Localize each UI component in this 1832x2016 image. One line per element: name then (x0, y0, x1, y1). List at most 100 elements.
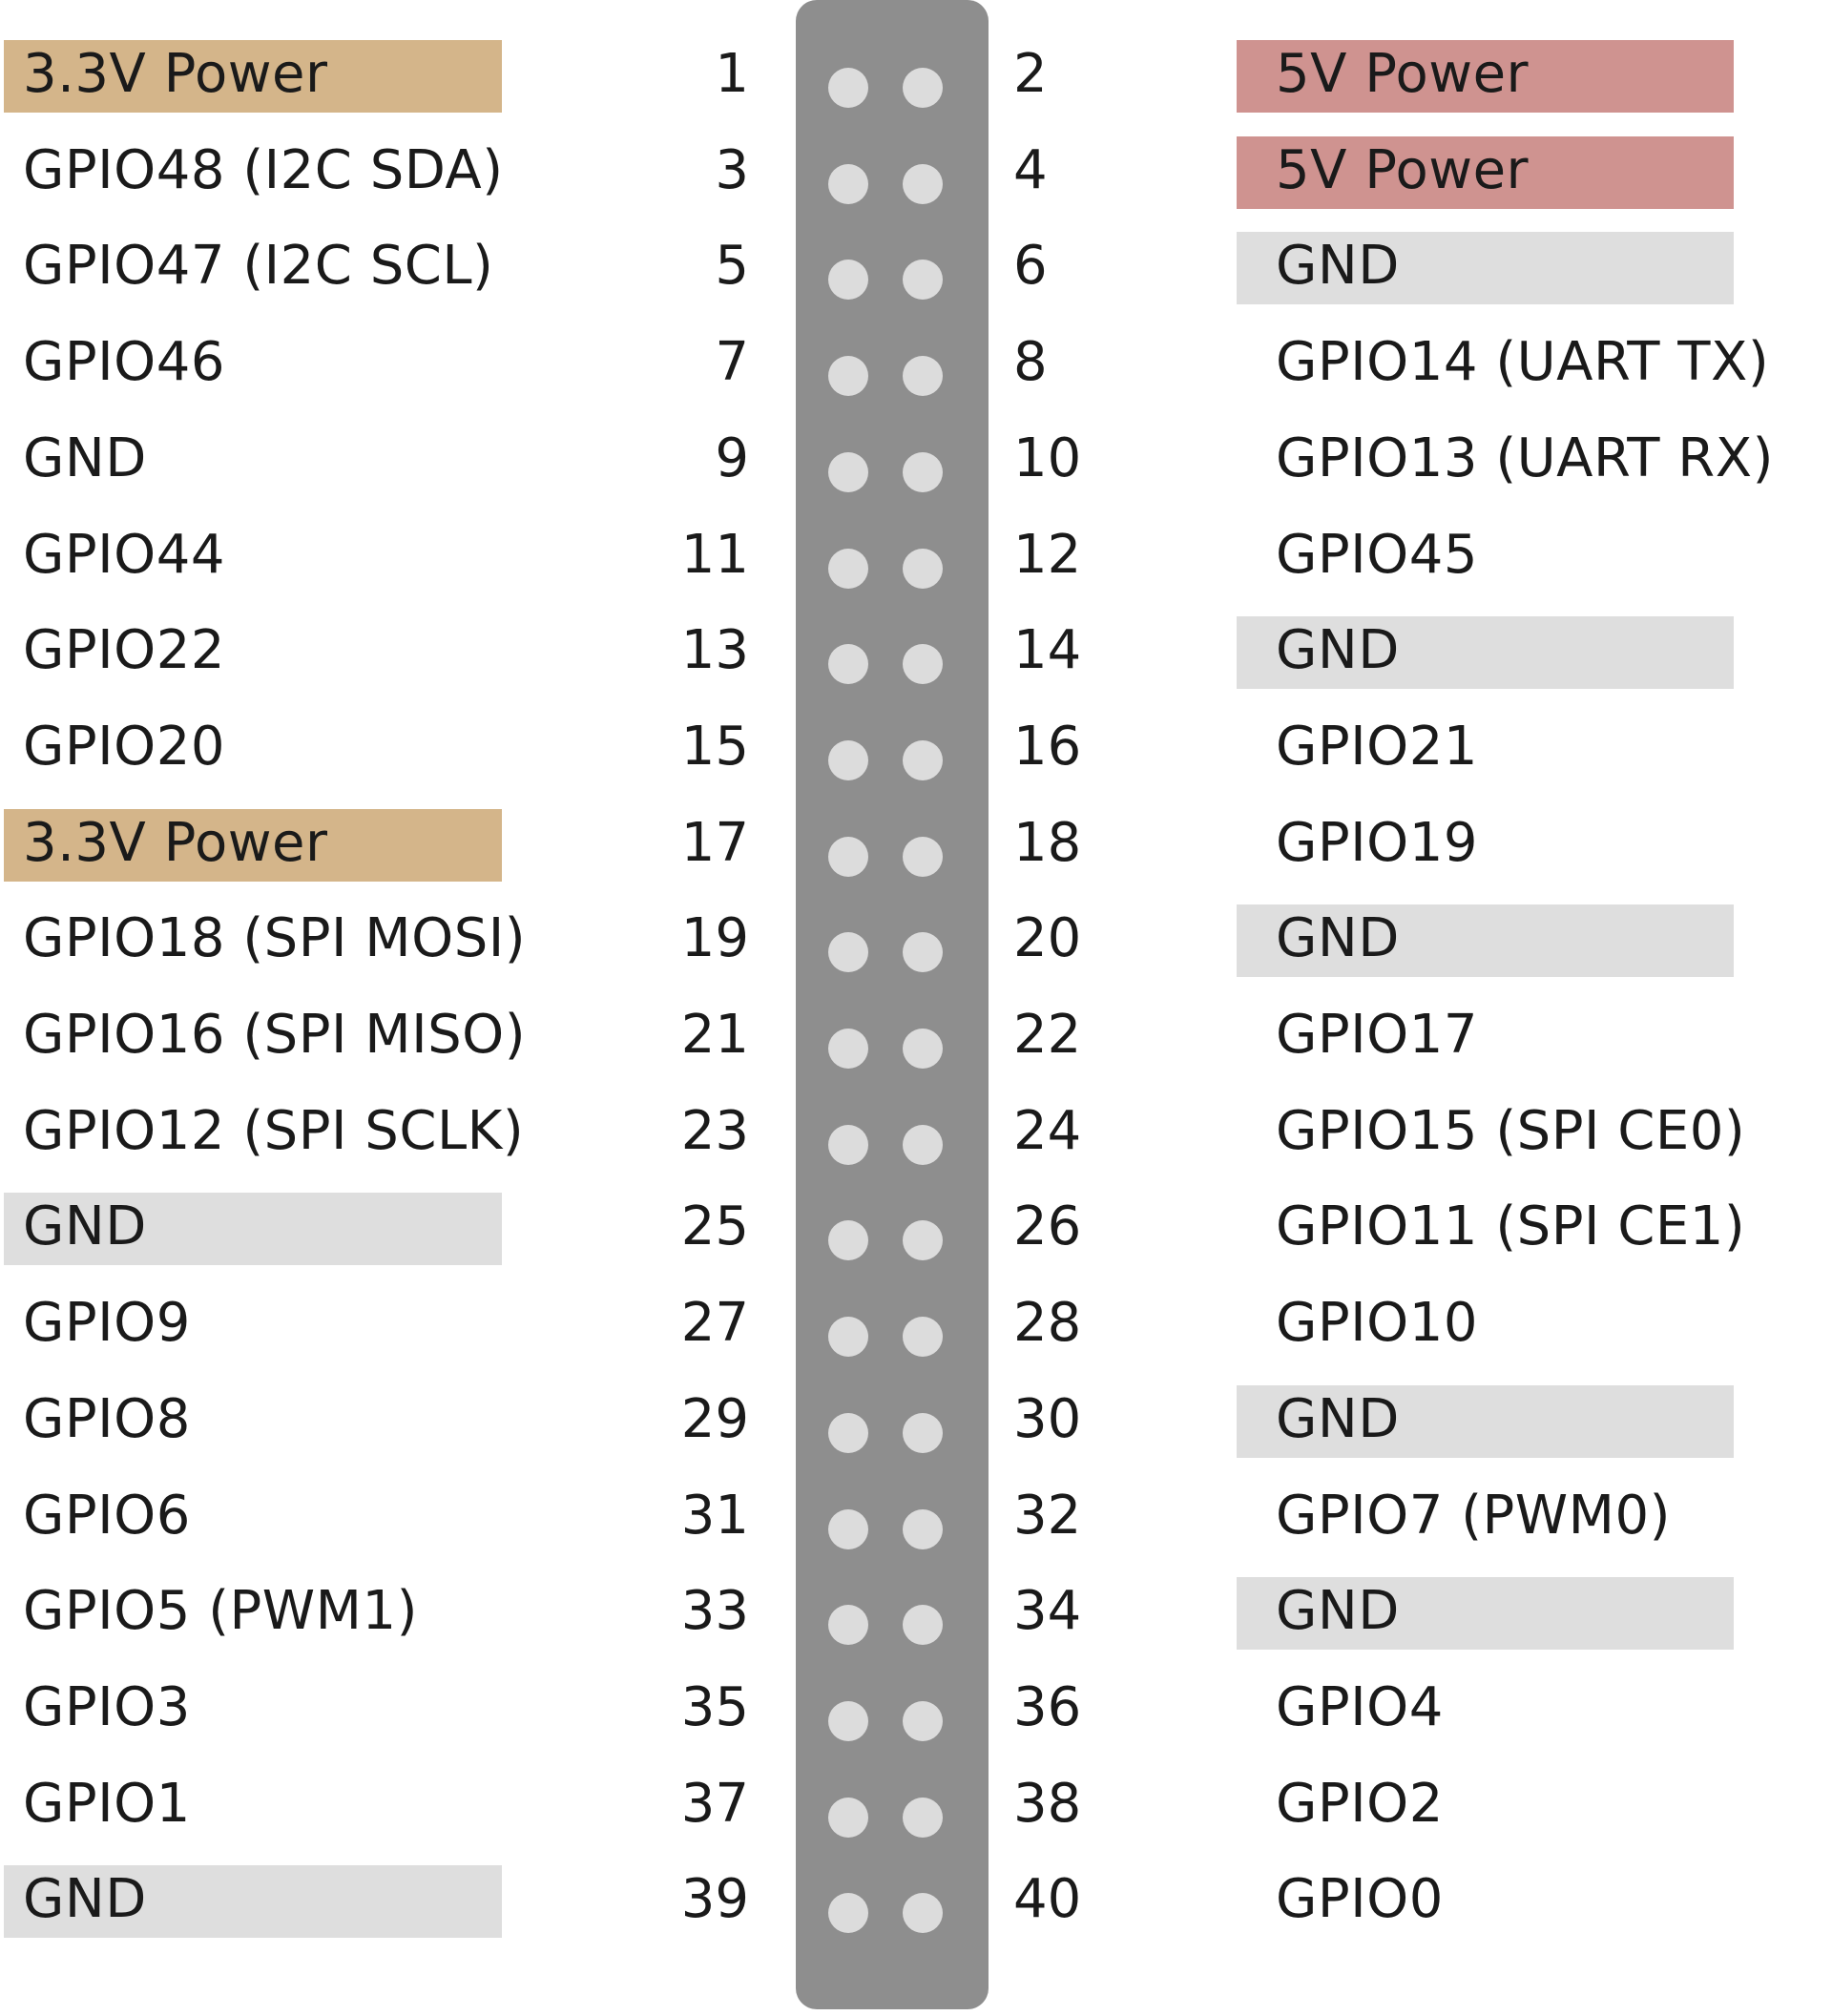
pin-label-39: GND (23, 1868, 147, 1931)
pin-label-1: 3.3V Power (23, 43, 328, 105)
pin-label-highlight-6 (1237, 232, 1734, 305)
pin-dot-15 (828, 739, 868, 780)
pin-number-8: 8 (1013, 331, 1048, 394)
pin-label-22: GPIO17 (1276, 1004, 1479, 1066)
pin-header (796, 0, 989, 2009)
pin-number-3: 3 (715, 138, 749, 201)
pin-dot-29 (828, 1412, 868, 1453)
pin-label-2: 5V Power (1276, 43, 1530, 105)
pin-number-21: 21 (680, 1004, 749, 1066)
pin-number-7: 7 (715, 331, 749, 394)
pin-number-19: 19 (680, 907, 749, 970)
pin-dot-34 (903, 1605, 943, 1646)
pin-label-14: GND (1276, 619, 1400, 682)
pin-label-highlight-20 (1237, 904, 1734, 978)
pin-label-highlight-1 (4, 40, 502, 113)
pin-label-37: GPIO1 (23, 1772, 191, 1835)
pin-number-31: 31 (680, 1484, 749, 1547)
pin-dot-2 (903, 68, 943, 108)
pin-number-29: 29 (680, 1387, 749, 1450)
pin-number-36: 36 (1013, 1675, 1082, 1738)
pin-label-highlight-30 (1237, 1384, 1734, 1458)
pin-dot-23 (828, 1124, 868, 1165)
pin-label-19: GPIO18 (SPI MOSI) (23, 907, 527, 970)
pin-number-5: 5 (715, 235, 749, 298)
pin-label-24: GPIO15 (SPI CE0) (1276, 1099, 1746, 1162)
pin-label-26: GPIO11 (SPI CE1) (1276, 1195, 1746, 1258)
pin-label-35: GPIO3 (23, 1675, 191, 1738)
pin-label-16: GPIO21 (1276, 715, 1479, 778)
pin-label-20: GND (1276, 907, 1400, 970)
pin-label-34: GND (1276, 1580, 1400, 1643)
pin-number-34: 34 (1013, 1580, 1082, 1643)
pin-number-14: 14 (1013, 619, 1082, 682)
pin-label-highlight-34 (1237, 1577, 1734, 1651)
pin-number-24: 24 (1013, 1099, 1082, 1162)
pin-number-6: 6 (1013, 235, 1048, 298)
pin-number-17: 17 (680, 811, 749, 874)
pin-label-31: GPIO6 (23, 1484, 191, 1547)
pin-label-7: GPIO46 (23, 331, 226, 394)
pin-number-33: 33 (680, 1580, 749, 1643)
pin-label-13: GPIO22 (23, 619, 226, 682)
pin-number-35: 35 (680, 1675, 749, 1738)
pin-dot-22 (903, 1029, 943, 1069)
pin-number-40: 40 (1013, 1868, 1082, 1931)
pin-label-38: GPIO2 (1276, 1772, 1444, 1835)
pin-number-2: 2 (1013, 43, 1048, 105)
pin-dot-35 (828, 1700, 868, 1741)
pin-dot-3 (828, 163, 868, 204)
pin-label-highlight-2 (1237, 40, 1734, 113)
pin-number-38: 38 (1013, 1772, 1082, 1835)
pin-number-30: 30 (1013, 1387, 1082, 1450)
pin-label-highlight-17 (4, 808, 502, 882)
pin-label-40: GPIO0 (1276, 1868, 1444, 1931)
pin-label-4: 5V Power (1276, 138, 1530, 201)
pin-dot-39 (828, 1893, 868, 1934)
pin-number-16: 16 (1013, 715, 1082, 778)
pin-dot-16 (903, 739, 943, 780)
pin-label-highlight-25 (4, 1193, 502, 1266)
pin-label-12: GPIO45 (1276, 523, 1479, 586)
pin-dot-8 (903, 356, 943, 397)
pin-label-28: GPIO10 (1276, 1292, 1479, 1355)
pin-dot-14 (903, 644, 943, 685)
pin-label-21: GPIO16 (SPI MISO) (23, 1004, 527, 1066)
pin-dot-7 (828, 356, 868, 397)
pin-dot-28 (903, 1317, 943, 1358)
pin-dot-38 (903, 1797, 943, 1838)
pin-dot-33 (828, 1605, 868, 1646)
pin-label-18: GPIO19 (1276, 811, 1479, 874)
pin-number-32: 32 (1013, 1484, 1082, 1547)
pin-dot-12 (903, 548, 943, 589)
pin-label-30: GND (1276, 1387, 1400, 1450)
pin-number-11: 11 (680, 523, 749, 586)
pin-label-highlight-39 (4, 1865, 502, 1939)
pin-dot-13 (828, 644, 868, 685)
pin-dot-26 (903, 1220, 943, 1261)
pin-dot-20 (903, 932, 943, 973)
pin-label-3: GPIO48 (I2C SDA) (23, 138, 504, 201)
pin-dot-25 (828, 1220, 868, 1261)
pin-dot-11 (828, 548, 868, 589)
pin-dot-18 (903, 836, 943, 877)
pin-dot-1 (828, 68, 868, 108)
pin-label-33: GPIO5 (PWM1) (23, 1580, 418, 1643)
pin-number-1: 1 (715, 43, 749, 105)
pin-number-10: 10 (1013, 426, 1082, 489)
pin-label-27: GPIO9 (23, 1292, 191, 1355)
pin-dot-40 (903, 1893, 943, 1934)
pin-number-23: 23 (680, 1099, 749, 1162)
pin-dot-27 (828, 1317, 868, 1358)
pin-dot-5 (828, 260, 868, 301)
pin-dot-9 (828, 451, 868, 492)
pin-number-18: 18 (1013, 811, 1082, 874)
pin-dot-24 (903, 1124, 943, 1165)
pin-dot-31 (828, 1508, 868, 1549)
pin-label-29: GPIO8 (23, 1387, 191, 1450)
pin-dot-10 (903, 451, 943, 492)
pin-label-17: 3.3V Power (23, 811, 328, 874)
pin-dot-36 (903, 1700, 943, 1741)
pin-number-4: 4 (1013, 138, 1048, 201)
pin-label-11: GPIO44 (23, 523, 226, 586)
